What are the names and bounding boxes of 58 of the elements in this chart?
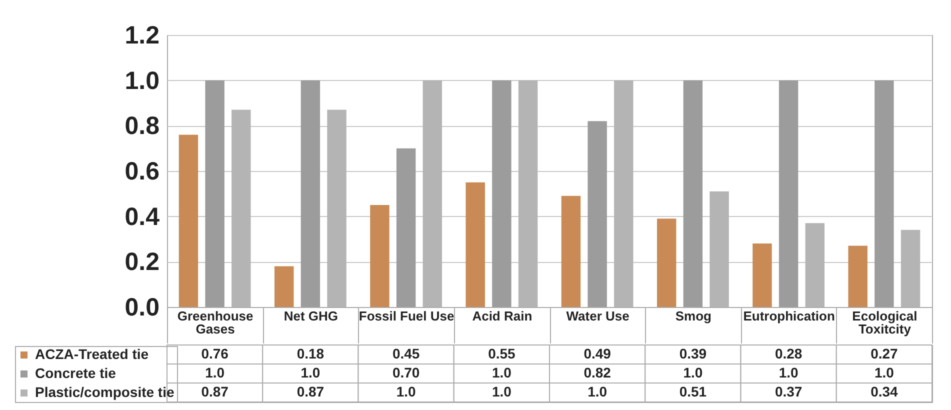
data-label: 0.34 <box>870 384 898 400</box>
data-label: 0.70 <box>392 364 420 380</box>
y-tick-label: 0.6 <box>124 158 160 186</box>
x-tick-label: Eutrophication <box>743 308 835 324</box>
data-label: 0.28 <box>774 346 802 362</box>
data-label: 1.0 <box>492 384 512 400</box>
data-label: 1.0 <box>588 384 608 400</box>
x-tick-label: Water Use <box>566 308 630 324</box>
legend-label: Concrete tie <box>35 365 116 381</box>
legend-label: ACZA-Treated tie <box>35 346 149 362</box>
x-tick-label: Smog <box>675 308 712 324</box>
x-tick-label: Acid Rain <box>472 308 532 324</box>
data-label: 0.82 <box>584 364 612 380</box>
bar <box>561 196 581 307</box>
bar <box>778 80 798 307</box>
data-label: 0.87 <box>201 384 229 400</box>
bar <box>370 205 390 307</box>
y-tick-label: 1.0 <box>124 66 160 95</box>
bar <box>466 182 485 307</box>
data-label: 0.51 <box>679 384 707 400</box>
x-tick-label: Ecological Toxitcity <box>852 308 918 336</box>
data-label: 1.0 <box>778 364 799 380</box>
data-label: 1.0 <box>396 384 416 400</box>
bar <box>205 80 224 307</box>
bar <box>683 80 703 307</box>
data-label: 0.37 <box>774 384 802 400</box>
bar <box>848 246 868 307</box>
data-label: 0.27 <box>870 346 898 362</box>
data-label: 0.45 <box>392 346 420 362</box>
y-tick-label: 1.2 <box>124 22 160 50</box>
data-label: 0.39 <box>679 346 707 362</box>
x-tick-label: Greenhouse Gases <box>177 308 254 336</box>
data-label: 0.55 <box>488 346 516 362</box>
x-tick-label: Fossil Fuel Use <box>358 308 454 324</box>
data-label: 1.0 <box>683 364 703 380</box>
bar <box>656 218 676 307</box>
legend-label: Plastic/composite tie <box>35 384 174 400</box>
data-label: 1.0 <box>492 364 512 380</box>
bar <box>396 148 416 307</box>
y-tick-label: 0.0 <box>124 294 160 322</box>
data-label: 0.49 <box>584 346 612 362</box>
data-label: 0.76 <box>201 346 229 362</box>
y-tick-label: 0.4 <box>124 202 160 231</box>
y-tick-label: 0.8 <box>124 112 160 140</box>
data-label: 1.0 <box>205 364 225 380</box>
bar <box>274 266 294 307</box>
bar <box>588 121 607 307</box>
data-label: 0.87 <box>296 384 324 400</box>
bar <box>492 80 512 307</box>
y-tick-label: 0.2 <box>124 248 160 276</box>
bar <box>752 244 772 307</box>
bar <box>178 134 198 307</box>
bar <box>300 80 320 307</box>
bar <box>874 80 894 307</box>
data-label: 1.0 <box>874 364 894 380</box>
data-label: 0.18 <box>296 346 324 362</box>
x-tick-label: Net GHG <box>284 308 338 324</box>
data-label: 1.0 <box>300 364 320 380</box>
